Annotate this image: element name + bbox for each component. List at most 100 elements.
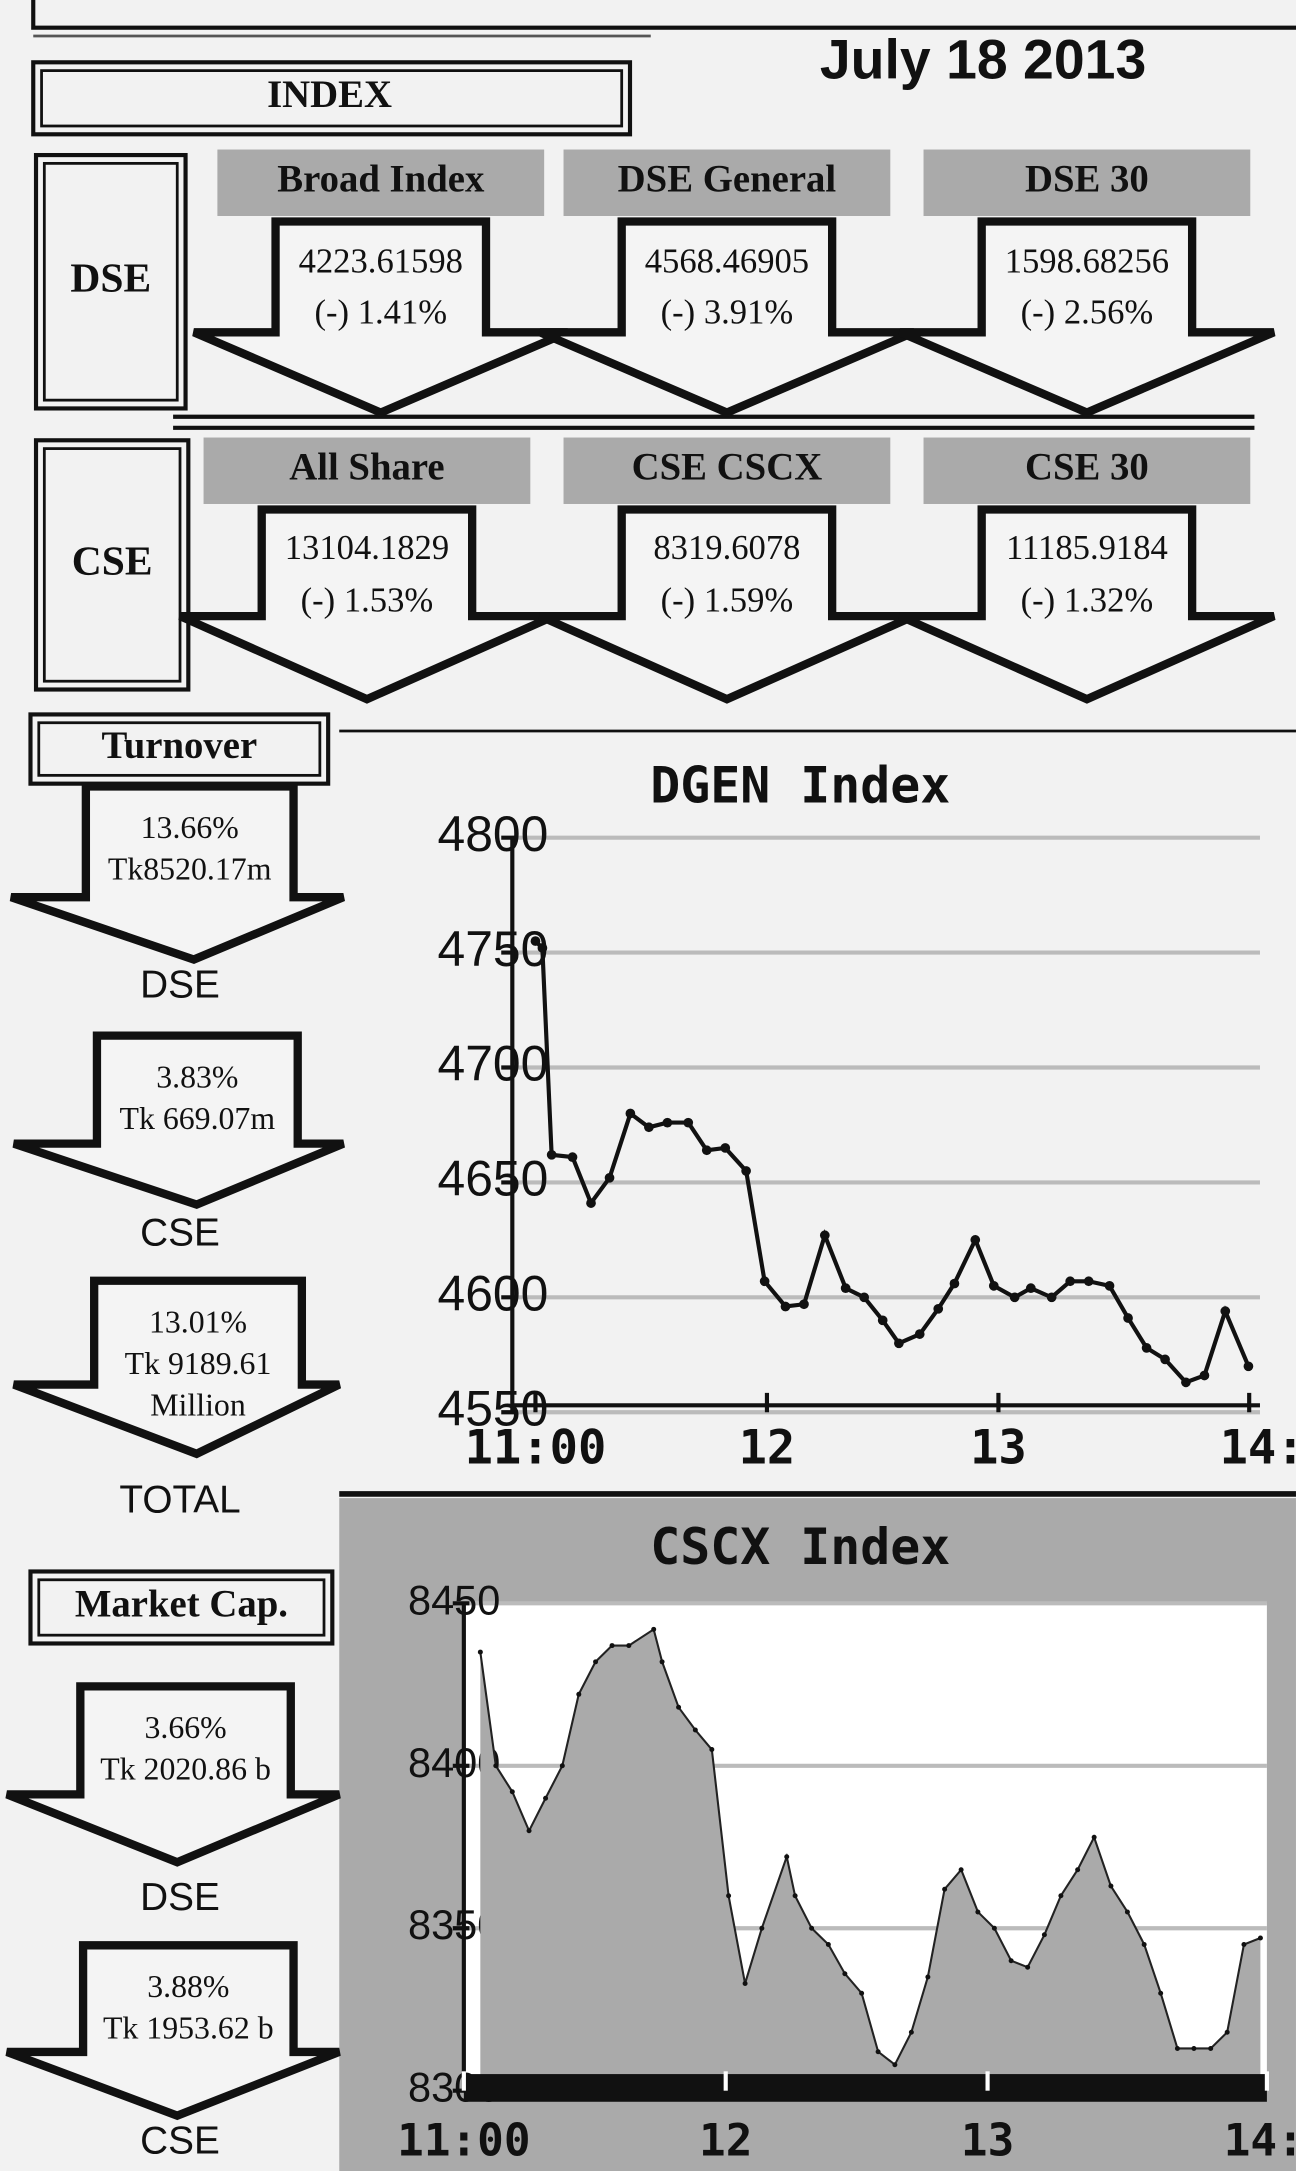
point	[908, 2029, 914, 2035]
point	[1123, 1313, 1133, 1323]
index-value: 4223.61598	[299, 242, 463, 280]
point	[1160, 1354, 1170, 1365]
point	[662, 1117, 673, 1128]
point	[949, 1278, 960, 1289]
box-frame	[33, 152, 188, 411]
point	[742, 1980, 748, 1986]
down-arrow	[898, 217, 1276, 418]
point	[799, 1299, 809, 1310]
point	[842, 1971, 848, 1977]
box-frame	[40, 69, 624, 128]
point	[780, 1301, 791, 1312]
box-frame	[42, 161, 179, 402]
point	[1174, 2045, 1180, 2051]
point	[991, 1925, 997, 1931]
point	[530, 936, 541, 946]
point	[651, 1626, 657, 1632]
point	[1025, 1283, 1036, 1293]
point	[1025, 1964, 1031, 1970]
point	[701, 1145, 712, 1156]
point	[1009, 1292, 1020, 1303]
stat-line: 3.88%	[147, 1969, 229, 2004]
stat-line: 13.66%	[141, 810, 239, 845]
point	[942, 1886, 948, 1892]
index-header	[923, 437, 1251, 504]
y-tick-label: 8450	[408, 1576, 500, 1623]
point	[659, 1659, 665, 1665]
point	[1083, 1276, 1094, 1287]
chart-title: CSCX Index	[650, 1518, 950, 1576]
y-tick-label: 4650	[437, 1151, 548, 1207]
point	[741, 1166, 751, 1176]
section-title: Turnover	[101, 724, 257, 767]
point	[720, 1143, 731, 1153]
point	[709, 1747, 715, 1753]
point	[1141, 1343, 1152, 1353]
index-header	[563, 149, 891, 216]
point	[809, 1925, 815, 1931]
index-value: 8319.6078	[653, 529, 800, 567]
y-tick-label: 4700	[437, 1036, 548, 1092]
x-tick-label: 11:00	[397, 2115, 530, 2166]
x-tick-label: 11:00	[465, 1421, 607, 1476]
point	[683, 1117, 694, 1128]
point	[1046, 1292, 1057, 1303]
y-tick-label: 4600	[437, 1266, 548, 1322]
index-header	[203, 437, 531, 504]
point	[1058, 1893, 1064, 1899]
box-frame	[33, 438, 191, 692]
stat-line: Tk8520.17m	[108, 852, 272, 887]
point	[819, 1230, 830, 1241]
point	[825, 1941, 831, 1947]
index-header	[217, 149, 545, 216]
line	[479, 1627, 1261, 2067]
point	[546, 1149, 557, 1160]
point	[1241, 1941, 1247, 1947]
x-tick-label: 13	[961, 2115, 1014, 2166]
down-arrow	[12, 1276, 342, 1459]
point	[1104, 1281, 1115, 1291]
stat-line: Tk 669.07m	[120, 1101, 276, 1136]
y-tick-label: 4550	[437, 1380, 548, 1436]
stat-label: CSE	[140, 1211, 220, 1254]
date: July 18 2013	[820, 28, 1146, 90]
point	[726, 1893, 732, 1899]
index-title: INDEX	[267, 73, 392, 116]
stat-line: 13.01%	[149, 1304, 247, 1339]
index-name: Broad Index	[277, 158, 485, 201]
point	[877, 1315, 888, 1326]
point	[892, 2062, 898, 2068]
point	[1208, 2045, 1214, 2051]
point	[1220, 1306, 1231, 1316]
point	[914, 1329, 925, 1339]
point	[1181, 1377, 1191, 1388]
point	[859, 1990, 865, 1996]
x-tick-label: 13	[970, 1421, 1027, 1476]
point	[593, 1659, 599, 1665]
point	[840, 1283, 851, 1293]
stat-line: Tk 2020.86 b	[100, 1752, 271, 1787]
box-frame	[31, 60, 633, 137]
x-tick-label: 14:04	[1224, 2115, 1296, 2166]
point	[559, 1763, 565, 1769]
point	[1041, 1932, 1047, 1938]
point	[1199, 1370, 1210, 1381]
point	[1008, 1958, 1014, 1964]
point	[625, 1108, 636, 1119]
stat-line: Tk 9189.61	[125, 1346, 272, 1381]
index-header	[563, 437, 891, 504]
point	[1065, 1276, 1076, 1287]
point	[692, 1727, 698, 1733]
point	[792, 1893, 798, 1899]
market-label: DSE	[70, 254, 151, 300]
point	[784, 1854, 790, 1860]
x-tick-label: 14:05	[1220, 1421, 1296, 1476]
point	[509, 1789, 515, 1795]
index-name: All Share	[289, 446, 444, 489]
point	[1158, 1990, 1164, 1996]
index-change: (-) 1.32%	[1021, 582, 1154, 620]
point	[1091, 1834, 1097, 1840]
stat-label: CSE	[140, 2120, 220, 2163]
